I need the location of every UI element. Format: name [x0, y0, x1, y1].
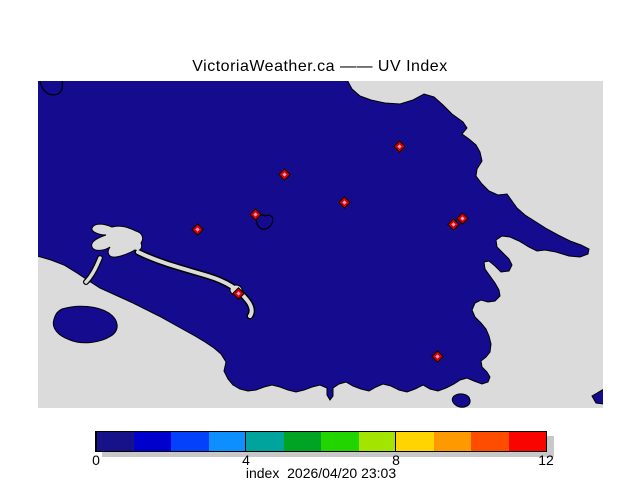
colorbar-segment	[246, 432, 284, 451]
colorbar-segment	[471, 432, 509, 451]
colorbar-tick-label: 4	[242, 452, 250, 468]
colorbar-segments	[96, 432, 546, 451]
colorbar-segment	[208, 432, 246, 451]
small-island	[451, 393, 471, 408]
corner-island	[591, 389, 603, 405]
colorbar-tick-label: 0	[92, 452, 100, 468]
esquimalt-harbour	[91, 223, 144, 258]
colorbar-tick	[95, 432, 97, 451]
colorbar-segment	[283, 432, 321, 451]
colorbar-tick	[245, 432, 247, 451]
page-title: VictoriaWeather.ca —— UV Index	[192, 58, 448, 75]
landmass	[38, 81, 590, 401]
colorbar-segment	[433, 432, 471, 451]
colorbar-caption: index 2026/04/20 23:03	[245, 465, 397, 480]
uv-index-colorbar: 0 4 8 12 index 2026/04/20 23:03	[92, 431, 554, 480]
esquimalt-peninsula	[52, 305, 118, 344]
gorge-channel	[136, 250, 254, 318]
colorbar-tick	[395, 432, 397, 451]
colorbar-segment	[358, 432, 396, 451]
harbour-mouth-channel	[84, 256, 102, 284]
coastline-arc	[39, 81, 63, 96]
colorbar-segment	[396, 432, 434, 451]
colorbar-tick-label: 12	[538, 452, 554, 468]
colorbar-segment	[508, 432, 546, 451]
colorbar-segment	[171, 432, 209, 451]
colorbar-tick-label: 8	[392, 452, 400, 468]
colorbar-segment	[96, 432, 134, 451]
colorbar-segment	[321, 432, 359, 451]
colorbar-tick	[545, 432, 547, 451]
colorbar-segment	[133, 432, 171, 451]
